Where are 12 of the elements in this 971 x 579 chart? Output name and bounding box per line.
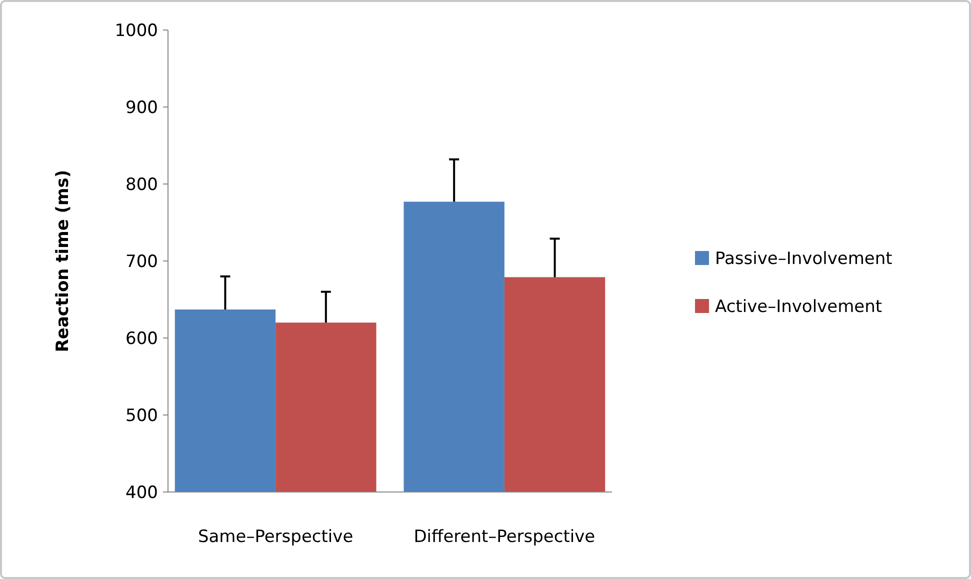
y-tick-label: 900: [126, 98, 158, 118]
y-tick-label: 600: [126, 328, 158, 349]
y-tick-label: 800: [126, 174, 158, 195]
x-tick-label: Different–Perspective: [414, 527, 596, 547]
y-tick-label: 400: [126, 482, 158, 503]
y-axis-title: Reaction time (ms): [53, 170, 73, 352]
y-tick-label: 700: [126, 252, 158, 272]
x-tick-label: Same–Perspective: [198, 527, 354, 547]
legend-label: Passive–Involvement: [715, 248, 893, 269]
y-tick-label: 500: [126, 406, 158, 426]
y-tick-label: 1000: [114, 20, 158, 41]
legend-label: Active–Involvement: [715, 296, 882, 317]
